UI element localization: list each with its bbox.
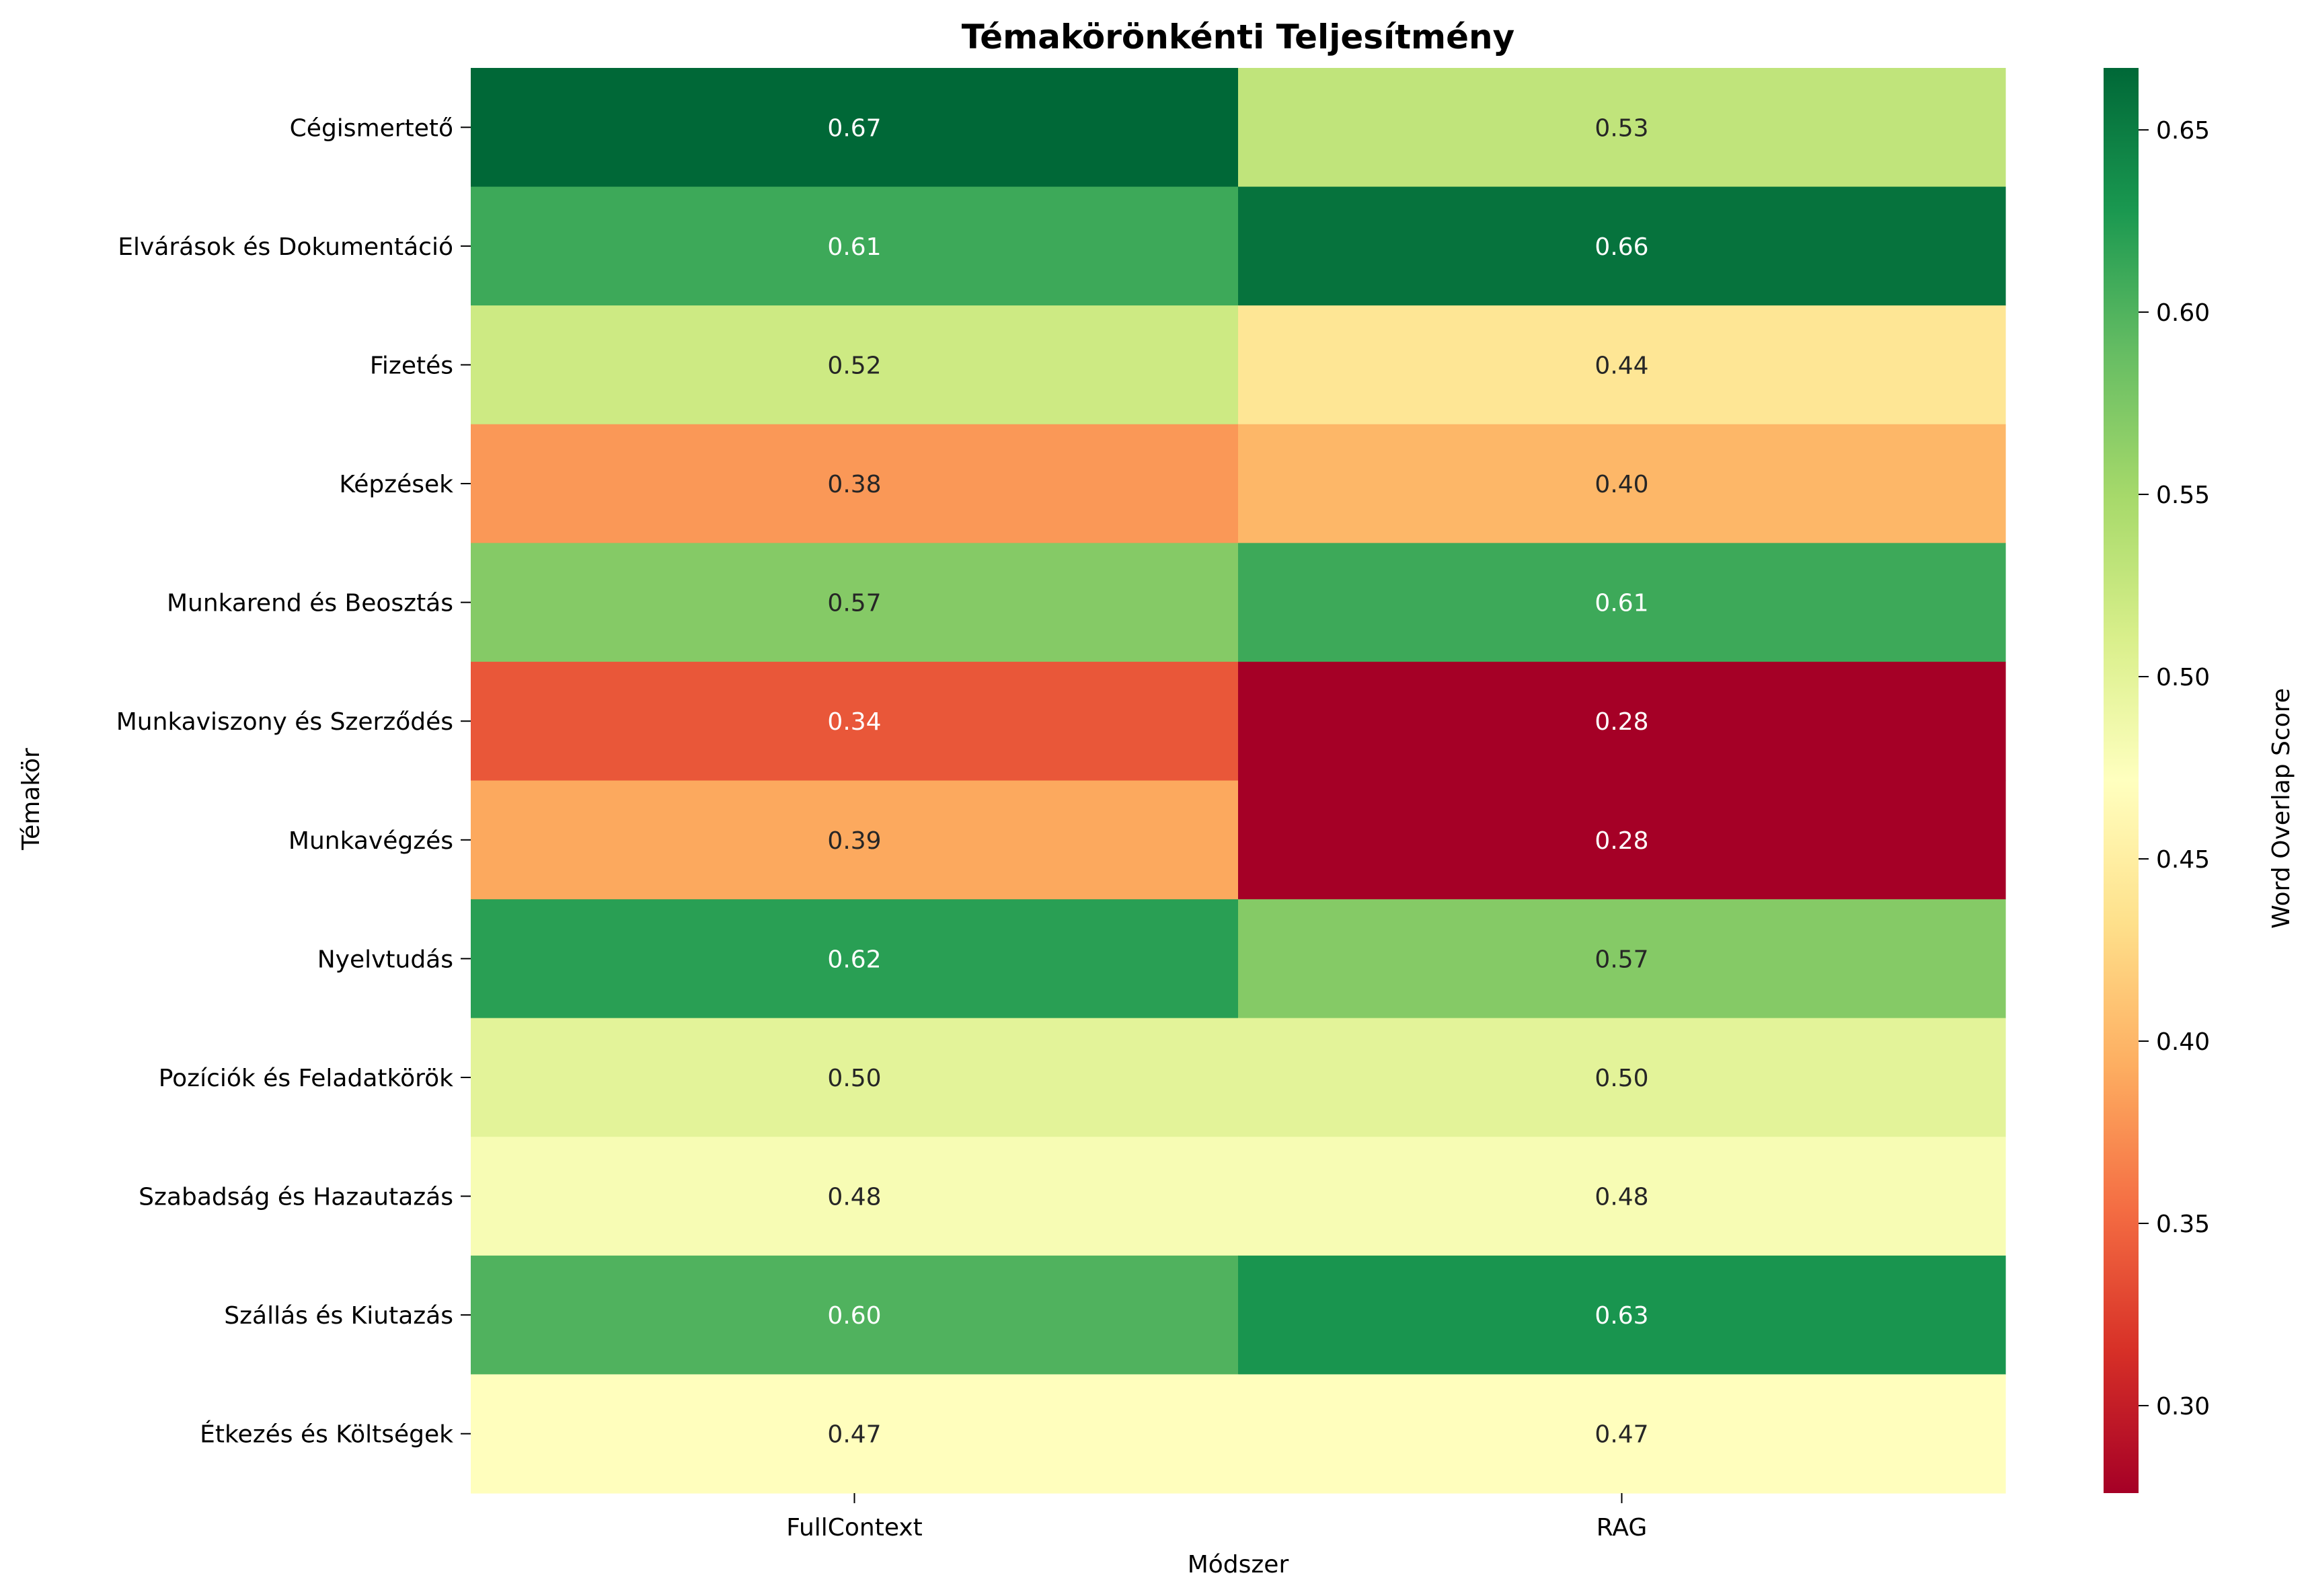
heatmap-cell-label: 0.61 xyxy=(1594,590,1648,617)
x-axis: FullContext RAG xyxy=(786,1493,1647,1542)
y-tick-label: Munkaviszony és Szerződés xyxy=(116,708,453,736)
heatmap-cell xyxy=(471,424,1239,543)
heatmap-cell-label: 0.28 xyxy=(1594,708,1648,736)
colorbar: 0.30 0.35 0.40 0.45 0.50 0.55 0.60 0.65 xyxy=(2104,68,2210,1493)
heatmap-cell-label: 0.44 xyxy=(1594,352,1648,379)
heatmap-cell-label: 0.28 xyxy=(1594,827,1648,855)
heatmap-cell xyxy=(1238,1018,2006,1137)
heatmap-cell xyxy=(471,661,1239,782)
colorbar-tick-label: 0.50 xyxy=(2156,664,2210,691)
heatmap-cell xyxy=(471,186,1239,306)
heatmap-cell xyxy=(471,780,1239,900)
heatmap-cell xyxy=(471,305,1239,425)
heatmap-cell xyxy=(1238,424,2006,543)
heatmap-cell-label: 0.40 xyxy=(1594,471,1648,498)
y-tick-label: Elvárások és Dokumentáció xyxy=(118,233,453,261)
heatmap-cell-label: 0.47 xyxy=(1594,1421,1648,1449)
colorbar-tick-label: 0.65 xyxy=(2156,117,2210,145)
heatmap-cell-label: 0.48 xyxy=(1594,1184,1648,1211)
heatmap-cell-label: 0.62 xyxy=(827,946,881,973)
colorbar-gradient xyxy=(2104,68,2139,1493)
y-tick-label: Szállás és Kiutazás xyxy=(224,1302,453,1330)
heatmap-cell xyxy=(471,1018,1239,1137)
heatmap-cell-label: 0.60 xyxy=(827,1302,881,1330)
heatmap-cell-label: 0.38 xyxy=(827,471,881,498)
heatmap-cell-label: 0.50 xyxy=(827,1065,881,1092)
heatmap-cell xyxy=(471,68,1239,188)
heatmap-cell-labels: 0.67 0.53 0.61 0.66 0.52 0.44 0.38 0.40 0.57 0.61… xyxy=(827,114,1648,1448)
y-tick-label: Étkezés és Költségek xyxy=(200,1420,453,1449)
heatmap-cell-label: 0.61 xyxy=(827,233,881,261)
heatmap-cell xyxy=(1238,899,2006,1019)
y-tick-label: Cégismertető xyxy=(290,114,453,142)
x-tick-label: FullContext xyxy=(786,1514,923,1542)
heatmap-cell-label: 0.48 xyxy=(827,1184,881,1211)
heatmap-cell-label: 0.63 xyxy=(1594,1302,1648,1330)
heatmap-cell-label: 0.66 xyxy=(1594,233,1648,261)
colorbar-label: Word Overlap Score xyxy=(2268,688,2295,929)
chart-title: Témakörönkénti Teljesítmény xyxy=(962,17,1515,56)
heatmap-cell xyxy=(1238,1137,2006,1256)
heatmap-cell-label: 0.53 xyxy=(1594,114,1648,142)
heatmap-cell-label: 0.39 xyxy=(827,827,881,855)
heatmap-cell-label: 0.52 xyxy=(827,352,881,379)
colorbar-tick-label: 0.35 xyxy=(2156,1211,2210,1238)
heatmap-cell xyxy=(1238,68,2006,188)
heatmap-cell xyxy=(1238,1374,2006,1494)
y-tick-label: Munkavégzés xyxy=(289,827,453,855)
y-tick-label: Pozíciók és Feladatkörök xyxy=(159,1065,453,1092)
heatmap-cells xyxy=(471,68,2006,1494)
colorbar-tick-label: 0.45 xyxy=(2156,846,2210,874)
heatmap-cell xyxy=(1238,780,2006,900)
heatmap-cell-label: 0.57 xyxy=(1594,946,1648,973)
heatmap-cell xyxy=(1238,661,2006,782)
heatmap-cell xyxy=(471,1137,1239,1256)
y-axis: Cégismertető Elvárások és Dokumentáció Fiz… xyxy=(116,114,471,1449)
y-tick-label: Fizetés xyxy=(370,352,453,379)
colorbar-tick-label: 0.60 xyxy=(2156,299,2210,327)
x-axis-label: Módszer xyxy=(1188,1551,1289,1579)
heatmap-cell-label: 0.34 xyxy=(827,708,881,736)
y-tick-label: Nyelvtudás xyxy=(317,946,453,973)
heatmap-cell xyxy=(471,899,1239,1019)
y-tick-label: Képzések xyxy=(339,471,453,498)
heatmap-cell-label: 0.50 xyxy=(1594,1065,1648,1092)
heatmap-cell xyxy=(1238,1255,2006,1375)
heatmap-cell xyxy=(471,1255,1239,1375)
y-axis-label: Témakör xyxy=(17,748,45,851)
heatmap-cell xyxy=(471,1374,1239,1494)
colorbar-tick-label: 0.40 xyxy=(2156,1028,2210,1056)
heatmap-cell-label: 0.57 xyxy=(827,590,881,617)
x-tick-label: RAG xyxy=(1597,1514,1647,1542)
heatmap-cell xyxy=(1238,186,2006,306)
heatmap-cell xyxy=(1238,305,2006,425)
colorbar-tick-label: 0.30 xyxy=(2156,1393,2210,1420)
heatmap-cell-label: 0.47 xyxy=(827,1421,881,1449)
y-tick-label: Szabadság és Hazautazás xyxy=(139,1184,453,1211)
heatmap-cell-label: 0.67 xyxy=(827,114,881,142)
heatmap-cell xyxy=(471,543,1239,662)
colorbar-tick-label: 0.55 xyxy=(2156,482,2210,509)
heatmap-cell xyxy=(1238,543,2006,662)
y-tick-label: Munkarend és Beosztás xyxy=(167,590,453,617)
